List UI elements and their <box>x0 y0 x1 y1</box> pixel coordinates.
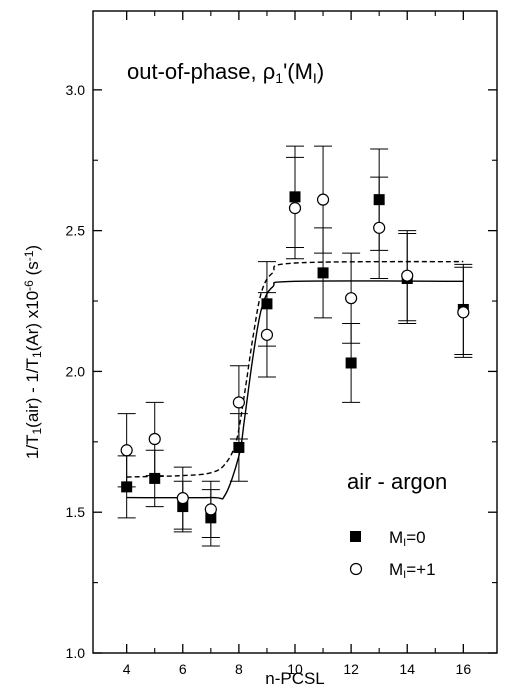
legend: MI=0 MI=+1 <box>349 528 436 581</box>
y-tick-label: 1.5 <box>66 504 86 520</box>
fit-curve-dashed <box>126 260 464 478</box>
annotation-top: out-of-phase, ρ1'(MI) <box>127 59 324 86</box>
x-axis-ticks: 4 6 8 10 12 14 16 <box>123 11 472 677</box>
x-tick-label: 16 <box>456 661 472 677</box>
data-point-open-circle <box>204 503 217 516</box>
data-point-filled-square <box>289 191 301 203</box>
x-tick-label: 10 <box>287 661 303 677</box>
legend-label-mi-plus1: MI=+1 <box>389 560 436 581</box>
data-point-filled-square <box>233 441 245 453</box>
data-point-open-circle <box>373 221 386 234</box>
data-markers <box>120 191 470 524</box>
y-tick-label: 2.5 <box>66 223 86 239</box>
x-tick-label: 12 <box>343 661 359 677</box>
legend-marker-open-circle <box>349 562 363 576</box>
fit-curves <box>126 260 464 500</box>
annotation-condition: air - argon <box>347 469 447 494</box>
x-tick-label: 8 <box>235 661 243 677</box>
data-point-open-circle <box>148 432 161 446</box>
x-axis-label: n-PCSL <box>265 669 325 688</box>
legend-label-mi-0: MI=0 <box>389 528 426 549</box>
data-point-filled-square <box>373 194 385 206</box>
data-point-open-circle <box>457 306 470 319</box>
plot-frame <box>92 10 498 654</box>
data-point-filled-square <box>261 298 273 310</box>
y-tick-label: 3.0 <box>66 82 86 98</box>
data-point-open-circle <box>260 328 274 341</box>
data-point-open-circle <box>120 444 133 457</box>
data-point-filled-square <box>317 267 329 279</box>
data-point-open-circle <box>288 202 302 215</box>
data-point-open-circle <box>316 193 330 206</box>
x-tick-label: 4 <box>123 661 131 677</box>
y-axis-label: 1/T1(air) - 1/T1(Ar) x10-6 (s-1) <box>22 245 44 459</box>
y-tick-label: 1.0 <box>66 645 86 661</box>
data-point-filled-square <box>345 357 357 369</box>
fit-curve-solid <box>126 280 464 500</box>
data-point-open-circle <box>232 396 245 409</box>
data-point-filled-square <box>149 472 161 484</box>
legend-marker-filled-square <box>350 531 361 542</box>
x-tick-label: 14 <box>399 661 415 677</box>
data-point-open-circle <box>176 492 189 505</box>
y-axis-ticks: 1.0 1.5 2.0 2.5 3.0 <box>66 82 497 661</box>
data-point-filled-square <box>121 481 133 493</box>
x-tick-label: 6 <box>179 661 187 677</box>
data-point-filled-square <box>177 501 189 513</box>
data-point-open-circle <box>401 269 414 282</box>
y-tick-label: 2.0 <box>66 363 86 379</box>
data-point-filled-square <box>205 512 217 524</box>
data-point-open-circle <box>345 292 358 305</box>
